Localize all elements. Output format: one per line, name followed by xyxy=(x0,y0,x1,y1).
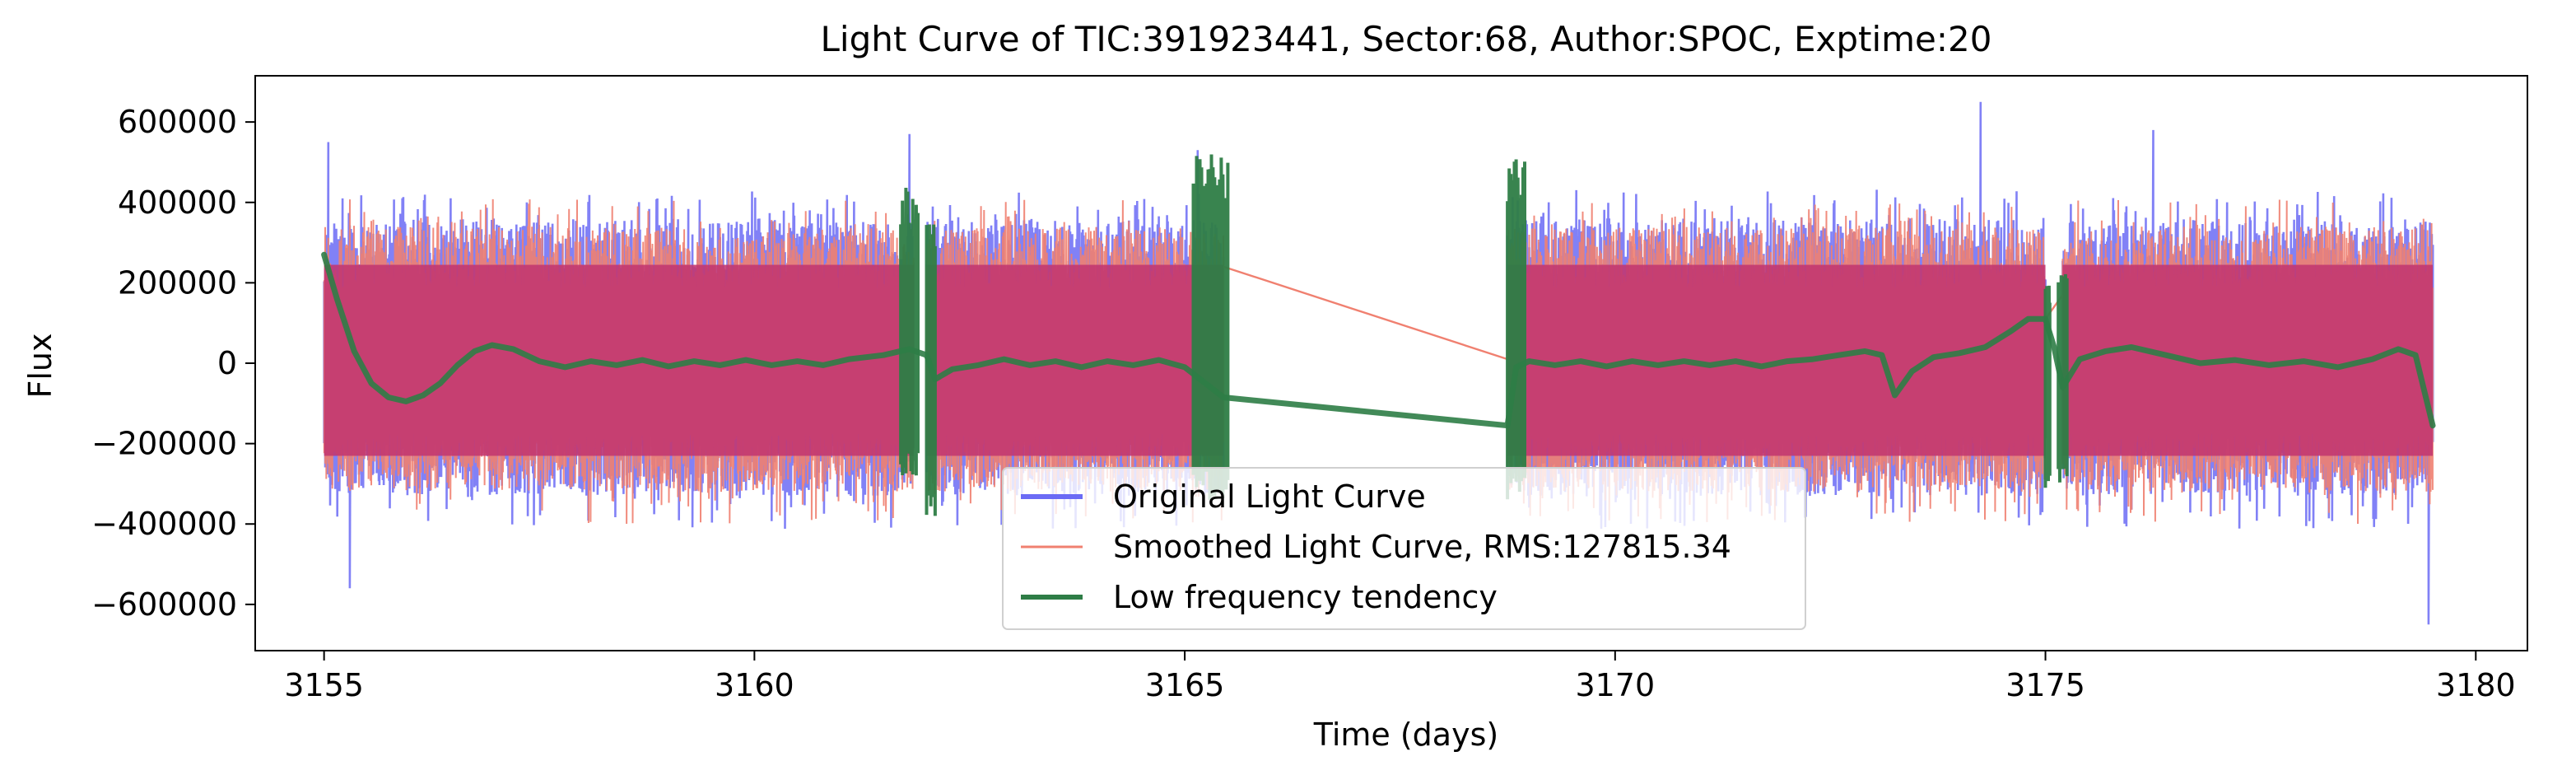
x-tick-label: 3170 xyxy=(1575,667,1655,703)
x-tick-label: 3165 xyxy=(1145,667,1225,703)
low-frequency-tendency-line xyxy=(321,251,2436,429)
x-tick-label: 3160 xyxy=(715,667,794,703)
y-tick-label: −600000 xyxy=(91,586,237,623)
low-frequency-spike-4 xyxy=(1506,159,1526,500)
overlap-band-3 xyxy=(1507,264,2046,456)
y-axis-label: Flux xyxy=(22,334,58,399)
overlap-band-2 xyxy=(926,264,1224,456)
x-tick-label: 3155 xyxy=(284,667,364,703)
legend-label-smoothed: Smoothed Light Curve, RMS:127815.34 xyxy=(1113,529,1731,565)
chart-title: Light Curve of TIC:391923441, Sector:68,… xyxy=(821,19,1992,59)
low-frequency-spike-1 xyxy=(899,187,920,476)
plot-area xyxy=(321,101,2436,625)
low-frequency-spike-6 xyxy=(2057,273,2069,483)
smoothed-gap-connector-1 xyxy=(1223,265,1508,361)
axes: 3155 3160 3165 3170 3175 3180 −600000 −400000 −2… xyxy=(91,75,2528,703)
y-tick-label: 0 xyxy=(217,345,237,381)
y-tick-label: 400000 xyxy=(118,184,237,221)
legend: Original Light Curve Smoothed Light Curv… xyxy=(1002,467,1806,630)
overlap-band-1 xyxy=(324,264,914,456)
legend-label-low-frequency: Low frequency tendency xyxy=(1113,579,1498,615)
y-tick-label: −200000 xyxy=(91,426,237,462)
legend-box xyxy=(1002,467,1806,630)
legend-label-original: Original Light Curve xyxy=(1113,479,1426,515)
x-tick-label: 3180 xyxy=(2436,667,2516,703)
y-tick-label: 600000 xyxy=(118,104,237,140)
y-tick-label: 200000 xyxy=(118,264,237,301)
x-tick-label: 3175 xyxy=(2005,667,2085,703)
y-tick-label: −400000 xyxy=(91,506,237,542)
low-frequency-spike-5 xyxy=(2043,285,2052,488)
x-axis-label: Time (days) xyxy=(1313,717,1498,753)
low-frequency-spike-3 xyxy=(1191,154,1230,500)
